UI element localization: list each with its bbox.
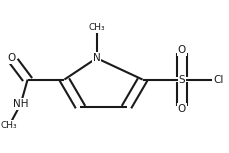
Text: O: O (7, 53, 16, 63)
Text: O: O (177, 104, 185, 114)
Text: CH₃: CH₃ (88, 23, 104, 32)
Text: CH₃: CH₃ (1, 121, 17, 130)
Text: S: S (178, 75, 184, 85)
Text: Cl: Cl (212, 75, 223, 85)
Text: N: N (92, 53, 100, 63)
Text: NH: NH (13, 99, 28, 109)
Text: O: O (177, 45, 185, 56)
